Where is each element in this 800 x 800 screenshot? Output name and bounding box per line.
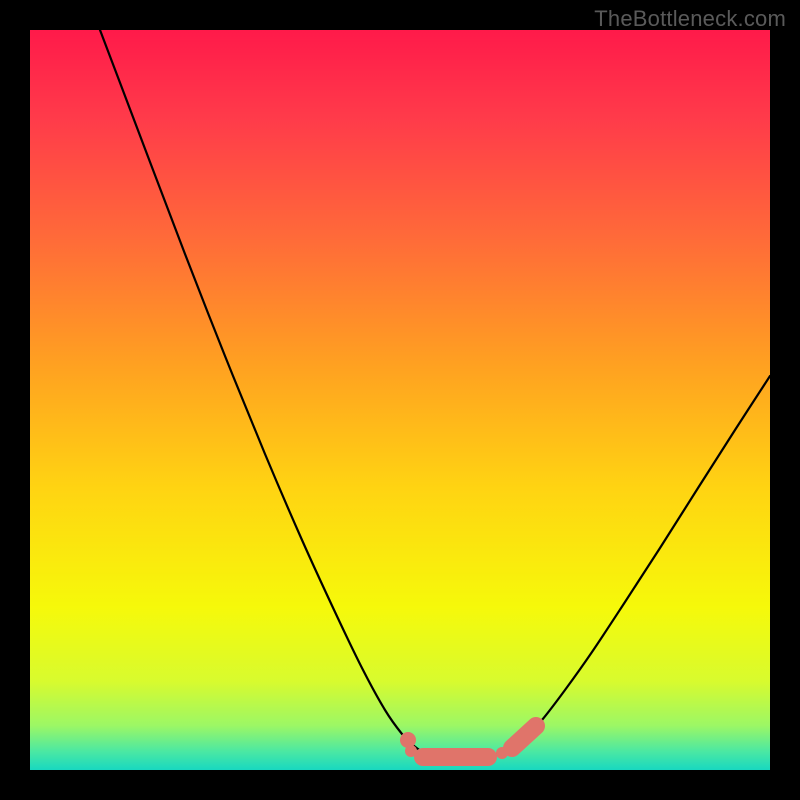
chart-svg	[30, 30, 770, 770]
watermark-text: TheBottleneck.com	[594, 6, 786, 32]
plot-area	[30, 30, 770, 770]
